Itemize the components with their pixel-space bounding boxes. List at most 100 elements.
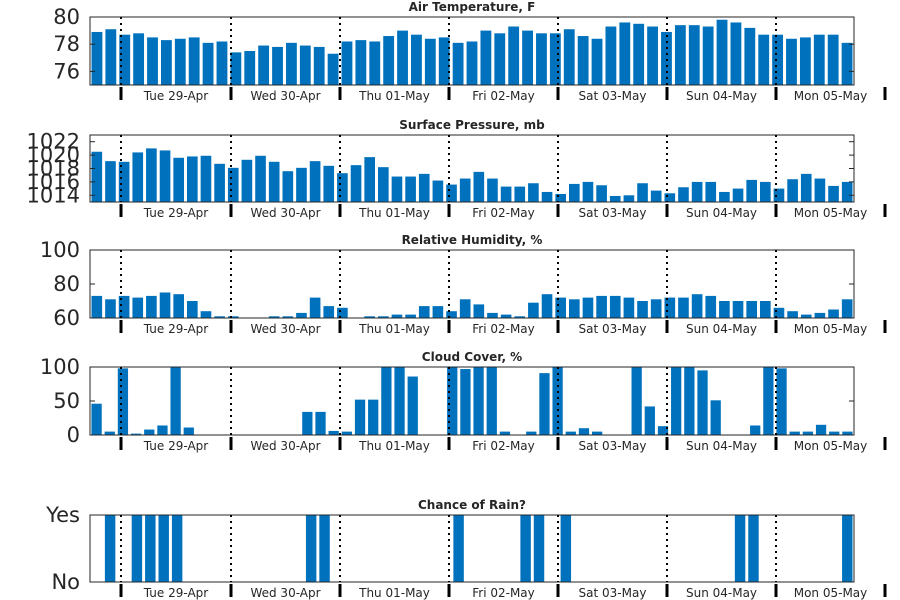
bar xyxy=(552,367,563,435)
bar xyxy=(633,23,645,85)
bar xyxy=(418,306,430,318)
bar xyxy=(337,307,348,318)
x-tick-label: Sun 04-May xyxy=(686,586,757,600)
bar xyxy=(732,188,744,202)
bar xyxy=(299,45,311,85)
bar xyxy=(146,295,157,318)
bar xyxy=(500,186,512,202)
bar xyxy=(526,431,537,435)
bar xyxy=(91,295,103,318)
bar xyxy=(296,312,307,318)
bar xyxy=(91,31,103,85)
panel-title: Surface Pressure, mb xyxy=(399,118,545,132)
panel-title: Cloud Cover, % xyxy=(422,350,522,364)
bar xyxy=(657,426,669,435)
bar xyxy=(691,294,703,318)
bar xyxy=(734,515,746,582)
bar xyxy=(328,430,339,435)
bar xyxy=(286,42,297,85)
bar xyxy=(748,515,759,582)
bar xyxy=(716,19,728,85)
bar xyxy=(539,373,550,435)
bar xyxy=(800,314,812,318)
bar xyxy=(555,297,566,318)
bar xyxy=(200,311,212,318)
bar xyxy=(337,173,348,202)
bar xyxy=(216,41,228,85)
bar xyxy=(105,161,116,202)
bar xyxy=(202,42,214,85)
bar xyxy=(355,40,367,85)
bar xyxy=(91,403,102,435)
bar xyxy=(258,45,270,85)
bar xyxy=(772,34,784,85)
bar xyxy=(841,181,853,202)
bar xyxy=(459,178,471,202)
panel-4: 100 50 0 Cloud Cover, % Tue 29-Apr Wed 30-Apr… xyxy=(40,350,887,453)
bar xyxy=(814,178,826,202)
bar xyxy=(815,424,827,435)
bar xyxy=(187,301,198,318)
bar xyxy=(528,302,539,318)
bar xyxy=(650,299,662,318)
x-tick-label: Sun 04-May xyxy=(686,89,757,103)
bar xyxy=(432,306,444,318)
bar xyxy=(760,181,771,202)
bar xyxy=(394,367,405,435)
bar xyxy=(691,181,703,202)
bar xyxy=(697,370,708,435)
bar xyxy=(760,301,771,318)
bar xyxy=(296,167,307,202)
bar xyxy=(678,297,689,318)
bar xyxy=(522,30,533,86)
bar xyxy=(744,27,756,86)
bar xyxy=(466,41,478,85)
bar xyxy=(758,34,770,85)
bar xyxy=(378,167,389,202)
bar xyxy=(369,41,381,85)
x-tick-label: Fri 02-May xyxy=(472,206,535,220)
x-tick-label: Sun 04-May xyxy=(686,322,757,336)
bar xyxy=(661,31,672,85)
bar xyxy=(378,316,389,318)
bar xyxy=(327,53,339,85)
bar xyxy=(230,52,242,85)
bar xyxy=(719,301,730,318)
bar xyxy=(637,183,648,202)
bar xyxy=(555,193,566,202)
x-tick-label: Mon 05-May xyxy=(794,586,868,600)
x-tick-label: Wed 30-Apr xyxy=(250,586,320,600)
bar xyxy=(763,367,774,435)
x-tick-label: Thu 01-May xyxy=(358,586,430,600)
bar xyxy=(609,195,621,202)
bar xyxy=(605,26,617,85)
y-tick-label: 0 xyxy=(67,423,80,447)
y-tick-label: 1022 xyxy=(27,130,80,154)
bar xyxy=(104,515,116,582)
axes-box xyxy=(89,366,855,436)
bar xyxy=(91,151,103,202)
bar xyxy=(381,367,392,435)
bar xyxy=(432,180,444,202)
bar xyxy=(117,368,129,435)
bar xyxy=(841,299,853,318)
panel-3: 100 80 60 Relative Humidity, % Tue 29-Apr Wed… xyxy=(40,233,887,336)
bar xyxy=(591,38,603,85)
bar xyxy=(799,37,811,85)
bar xyxy=(268,316,280,318)
x-tick-label: Fri 02-May xyxy=(472,89,535,103)
bar xyxy=(214,316,225,318)
bar xyxy=(623,195,635,202)
bar xyxy=(447,367,458,435)
bar xyxy=(541,294,553,318)
bar xyxy=(787,311,798,318)
bar xyxy=(671,367,682,435)
bar xyxy=(446,311,457,318)
bar xyxy=(528,183,539,202)
bar xyxy=(827,34,839,85)
bar xyxy=(159,150,171,202)
x-tick-label: Wed 30-Apr xyxy=(250,89,320,103)
x-tick-label: Thu 01-May xyxy=(358,322,430,336)
bar xyxy=(644,406,655,435)
